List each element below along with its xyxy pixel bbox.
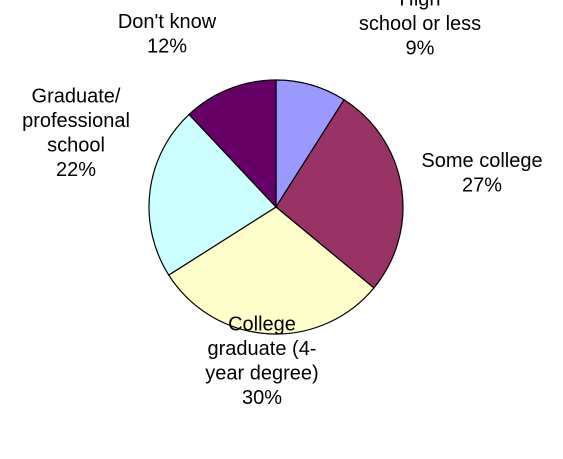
slice-category-label: Graduate/: [32, 85, 121, 107]
slice-value-label: 30%: [242, 387, 282, 409]
slice-label: College graduate (4-year degree) 30%: [205, 313, 318, 409]
slice-label: Don't know 12%: [118, 11, 217, 58]
slice-category-label: year degree): [205, 362, 318, 384]
slice-value-label: 12%: [147, 35, 187, 57]
pie-slices: [148, 79, 404, 335]
pie-slice: [275, 98, 404, 289]
slice-category-label: College: [228, 313, 296, 335]
slice-category-label: Don't know: [118, 11, 217, 33]
slice-value-label: 22%: [56, 159, 96, 181]
slice-category-label: professional: [22, 110, 130, 132]
slice-category-label: High: [399, 0, 440, 11]
pie-slice: [148, 113, 277, 276]
slice-value-label: 9%: [406, 38, 435, 60]
slice-category-label: graduate (4-: [208, 338, 317, 360]
slice-label: Some college 27%: [421, 150, 542, 197]
slice-value-label: 27%: [462, 174, 502, 196]
slice-category-label: Some college: [421, 150, 542, 172]
slice-label: Graduate/professional school 22%: [22, 85, 130, 181]
slice-label: High school or less 9%: [359, 0, 481, 60]
slice-category-label: school or less: [359, 13, 481, 35]
pie-slice: [188, 79, 277, 209]
pie-slice: [167, 206, 375, 335]
slice-category-label: school: [47, 134, 105, 156]
